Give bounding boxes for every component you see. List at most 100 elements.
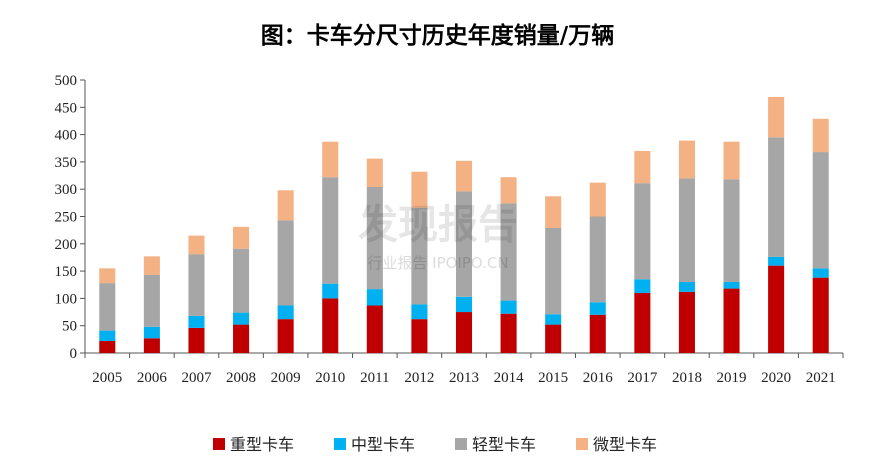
- bar-segment: [545, 314, 562, 325]
- bar-segment: [322, 298, 339, 353]
- bar-segment: [143, 326, 160, 339]
- bar-segment: [812, 152, 829, 269]
- bar-segment: [99, 330, 116, 341]
- bar-segment: [723, 282, 740, 289]
- bar-segment: [634, 279, 651, 293]
- bar-segment: [812, 118, 829, 153]
- bar-segment: [99, 283, 116, 331]
- x-tick-label: 2021: [806, 370, 836, 386]
- bar-segment: [678, 282, 695, 292]
- legend-swatch: [576, 438, 588, 450]
- bar-segment: [545, 324, 562, 353]
- bar-segment: [455, 191, 473, 297]
- bar-segment: [366, 305, 383, 353]
- bar-segment: [366, 187, 383, 290]
- bar-segment: [188, 327, 205, 353]
- bar-segment: [322, 177, 339, 284]
- x-tick-label: 2008: [226, 370, 256, 386]
- bar-segment: [678, 178, 695, 283]
- legend-swatch: [213, 438, 225, 450]
- bar-segment: [545, 227, 562, 315]
- bar-segment: [277, 190, 294, 221]
- y-tick-label: 100: [55, 291, 78, 307]
- legend-swatch: [334, 438, 346, 450]
- chart-title: 图：卡车分尺寸历史年度销量/万辆: [260, 23, 615, 49]
- bar-segment: [411, 171, 428, 208]
- y-tick-labels: 0 50 100 150 200 250 300 350 400 450 500: [55, 73, 78, 362]
- x-tick-label: 2018: [672, 370, 702, 386]
- bar-segment: [188, 315, 205, 328]
- legend: 重型卡车 中型卡车 轻型卡车 微型卡车: [213, 435, 657, 454]
- x-tick-label: 2006: [137, 370, 168, 386]
- y-tick-label: 200: [55, 237, 78, 253]
- x-tick-label: 2017: [627, 370, 658, 386]
- bar-segment: [678, 291, 695, 353]
- watermark-main: 发现报告: [358, 202, 518, 248]
- bar-segment: [143, 338, 160, 353]
- x-tick-label: 2020: [761, 370, 791, 386]
- x-tick-label: 2005: [92, 370, 122, 386]
- bar-segment: [233, 248, 250, 313]
- bar-segment: [322, 141, 339, 178]
- y-tick-label: 0: [70, 346, 78, 362]
- x-tick-label: 2012: [404, 370, 434, 386]
- bar-segment: [233, 324, 250, 353]
- x-tick-labels: 2005 2006 2007 2008 2009 2010 2011 2012 2013 2014…: [92, 370, 835, 386]
- bar-segment: [411, 207, 428, 305]
- bar-segment: [723, 141, 740, 180]
- legend-label: 重型卡车: [230, 435, 294, 454]
- bar-segment: [277, 220, 294, 306]
- bar-segment: [188, 235, 205, 255]
- bar-segment: [277, 319, 294, 353]
- bar-segment: [322, 283, 339, 299]
- bar-segment: [99, 268, 116, 284]
- bar-segment: [455, 296, 473, 313]
- x-tick-label: 2011: [360, 370, 389, 386]
- bar-segment: [723, 288, 740, 353]
- x-tick-label: 2010: [315, 370, 345, 386]
- bar-segment: [678, 140, 695, 179]
- bar-segment: [277, 305, 294, 320]
- x-tick-label: 2015: [538, 370, 568, 386]
- bar-segment: [411, 319, 428, 353]
- y-tick-label: 300: [55, 182, 78, 198]
- bar-segment: [500, 177, 517, 204]
- bar-segment: [768, 256, 785, 266]
- bar-segment: [233, 312, 250, 325]
- watermark-sub: 行业报告 IPOIPO.CN: [367, 254, 508, 272]
- bar-segment: [143, 256, 160, 275]
- bar-segment: [455, 160, 473, 192]
- bar-segment: [545, 196, 562, 228]
- bar-segment: [634, 183, 651, 280]
- legend-label: 微型卡车: [593, 435, 657, 454]
- legend-swatch: [455, 438, 467, 450]
- x-tick-label: 2016: [583, 370, 614, 386]
- y-tick-label: 450: [55, 100, 78, 116]
- bar-segment: [500, 313, 517, 353]
- bar-segment: [233, 226, 250, 249]
- bar-segment: [768, 265, 785, 353]
- bar-segment: [812, 268, 829, 278]
- y-tick-label: 250: [55, 210, 78, 226]
- x-tick-label: 2014: [494, 370, 525, 386]
- bars: [99, 96, 829, 353]
- bar-segment: [812, 277, 829, 353]
- y-tick-label: 150: [55, 264, 78, 280]
- bar-segment: [589, 216, 606, 303]
- bar-segment: [143, 274, 160, 327]
- bar-segment: [188, 254, 205, 316]
- x-tick-label: 2019: [717, 370, 747, 386]
- bar-segment: [411, 304, 428, 320]
- bar-segment: [99, 340, 116, 353]
- x-tick-label: 2009: [271, 370, 301, 386]
- watermark: 发现报告 行业报告 IPOIPO.CN: [358, 202, 518, 272]
- y-tick-label: 400: [55, 128, 78, 144]
- bar-segment: [634, 292, 651, 353]
- y-tick-label: 350: [55, 155, 78, 171]
- y-tick-label: 500: [55, 73, 78, 89]
- x-tick-label: 2013: [449, 370, 479, 386]
- legend-label: 中型卡车: [351, 435, 415, 454]
- bar-segment: [634, 150, 651, 184]
- bar-segment: [589, 182, 606, 217]
